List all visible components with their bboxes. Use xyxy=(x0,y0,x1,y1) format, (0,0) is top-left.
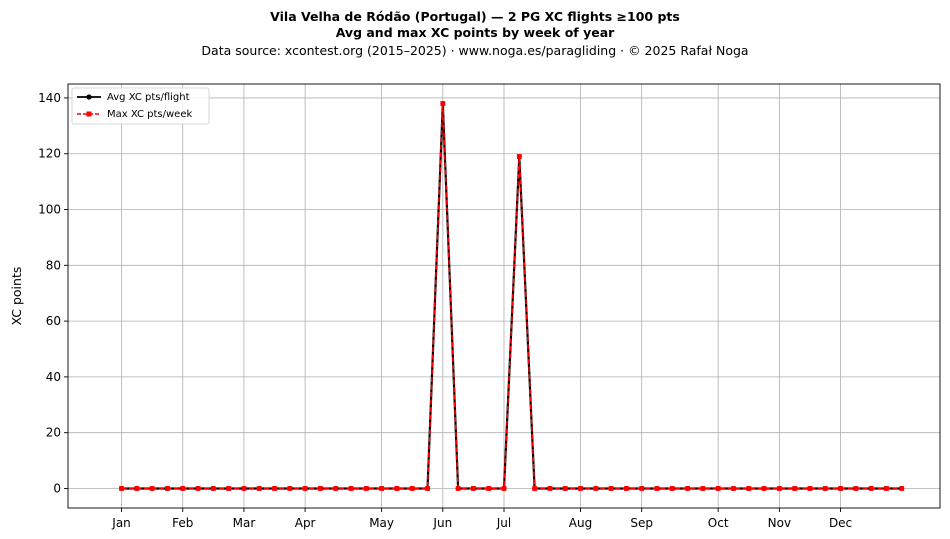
data-point-max xyxy=(241,486,247,491)
x-tick-label-feb: Feb xyxy=(172,516,193,530)
data-point-max xyxy=(287,486,293,491)
data-point-max xyxy=(455,486,461,491)
chart-subtitle: Avg and max XC points by week of year xyxy=(336,25,615,40)
data-point-max xyxy=(578,486,583,491)
data-point-max xyxy=(623,486,629,491)
data-point-max xyxy=(792,486,798,491)
data-point-max xyxy=(318,486,323,491)
x-tick-label-jul: Jul xyxy=(496,516,511,530)
y-tick-label: 60 xyxy=(46,314,61,328)
data-point-max xyxy=(868,486,874,491)
y-tick-label: 20 xyxy=(46,426,61,440)
y-axis-label: XC points xyxy=(9,267,24,326)
data-point-max xyxy=(272,486,277,491)
data-point-max xyxy=(700,486,706,491)
x-tick-label-jan: Jan xyxy=(111,516,131,530)
data-point-max xyxy=(210,486,216,491)
data-point-max xyxy=(516,154,522,159)
data-point-max xyxy=(654,486,660,491)
series-line-max xyxy=(121,102,902,490)
y-tick-label: 120 xyxy=(38,147,61,161)
x-tick-label-apr: Apr xyxy=(295,516,316,530)
y-axis-ticks: 0 20 40 60 80 100 120 140 xyxy=(38,91,68,495)
data-point-max xyxy=(807,486,813,491)
data-point-max xyxy=(884,486,889,491)
data-point-max xyxy=(731,486,736,491)
data-point-max xyxy=(471,486,476,491)
data-point-max xyxy=(119,486,124,491)
data-point-max xyxy=(501,486,507,491)
data-point-max xyxy=(822,486,828,491)
data-point-max xyxy=(669,486,675,491)
data-point-max xyxy=(302,486,308,491)
x-tick-label-oct: Oct xyxy=(708,516,729,530)
data-point-max xyxy=(440,101,446,106)
data-point-max xyxy=(363,486,369,491)
data-point-max xyxy=(394,486,400,491)
data-point-max xyxy=(547,486,553,491)
data-point-max xyxy=(409,486,415,491)
data-point-max xyxy=(149,486,155,491)
x-tick-label-mar: Mar xyxy=(233,516,256,530)
data-point-max xyxy=(776,486,782,491)
chart-title: Vila Velha de Ródão (Portugal) — 2 PG XC… xyxy=(270,9,680,24)
legend-label-max: Max XC pts/week xyxy=(107,109,192,120)
data-point-max xyxy=(899,486,905,491)
data-point-max xyxy=(608,486,614,491)
x-tick-label-jun: Jun xyxy=(432,516,452,530)
legend-marker-max xyxy=(86,111,92,117)
data-point-max xyxy=(333,486,339,491)
data-point-max xyxy=(425,486,430,491)
data-point-max xyxy=(379,486,385,491)
y-tick-label: 140 xyxy=(38,91,61,105)
x-tick-label-aug: Aug xyxy=(569,516,592,530)
x-tick-label-nov: Nov xyxy=(768,516,791,530)
data-point-max xyxy=(715,486,721,491)
data-point-max xyxy=(532,486,537,491)
data-source-note: Data source: xcontest.org (2015–2025) · … xyxy=(201,43,748,58)
grid-layer xyxy=(68,84,940,508)
data-point-max xyxy=(639,486,645,491)
data-point-max xyxy=(593,486,599,491)
data-point-max xyxy=(165,486,170,491)
data-point-max xyxy=(685,486,690,491)
x-tick-label-dec: Dec xyxy=(829,516,852,530)
data-point-max xyxy=(226,486,232,491)
data-point-max xyxy=(180,486,186,491)
data-point-max xyxy=(761,486,767,491)
data-point-max xyxy=(853,486,859,491)
legend-label-avg: Avg XC pts/flight xyxy=(107,92,190,103)
data-point-max xyxy=(486,486,492,491)
data-point-max xyxy=(134,486,140,491)
y-tick-label: 100 xyxy=(38,203,61,217)
y-tick-label: 40 xyxy=(46,370,61,384)
data-point-max xyxy=(838,486,843,491)
series-layer xyxy=(119,101,905,491)
x-axis-ticks: Jan Feb Mar Apr May Jun Jul Aug Sep Oct Nov Dec xyxy=(111,508,852,530)
series-line-avg xyxy=(121,102,902,490)
y-tick-label: 80 xyxy=(46,258,61,272)
y-tick-label: 0 xyxy=(53,481,61,495)
legend: Avg XC pts/flight Max XC pts/week xyxy=(71,87,210,125)
data-point-max xyxy=(256,486,262,491)
legend-box xyxy=(71,87,210,125)
data-point-max xyxy=(562,486,568,491)
x-tick-label-sep: Sep xyxy=(630,516,653,530)
x-tick-label-may: May xyxy=(369,516,394,530)
data-point-max xyxy=(195,486,201,491)
legend-marker-avg xyxy=(86,94,92,100)
data-point-max xyxy=(746,486,752,491)
data-point-max xyxy=(348,486,354,491)
